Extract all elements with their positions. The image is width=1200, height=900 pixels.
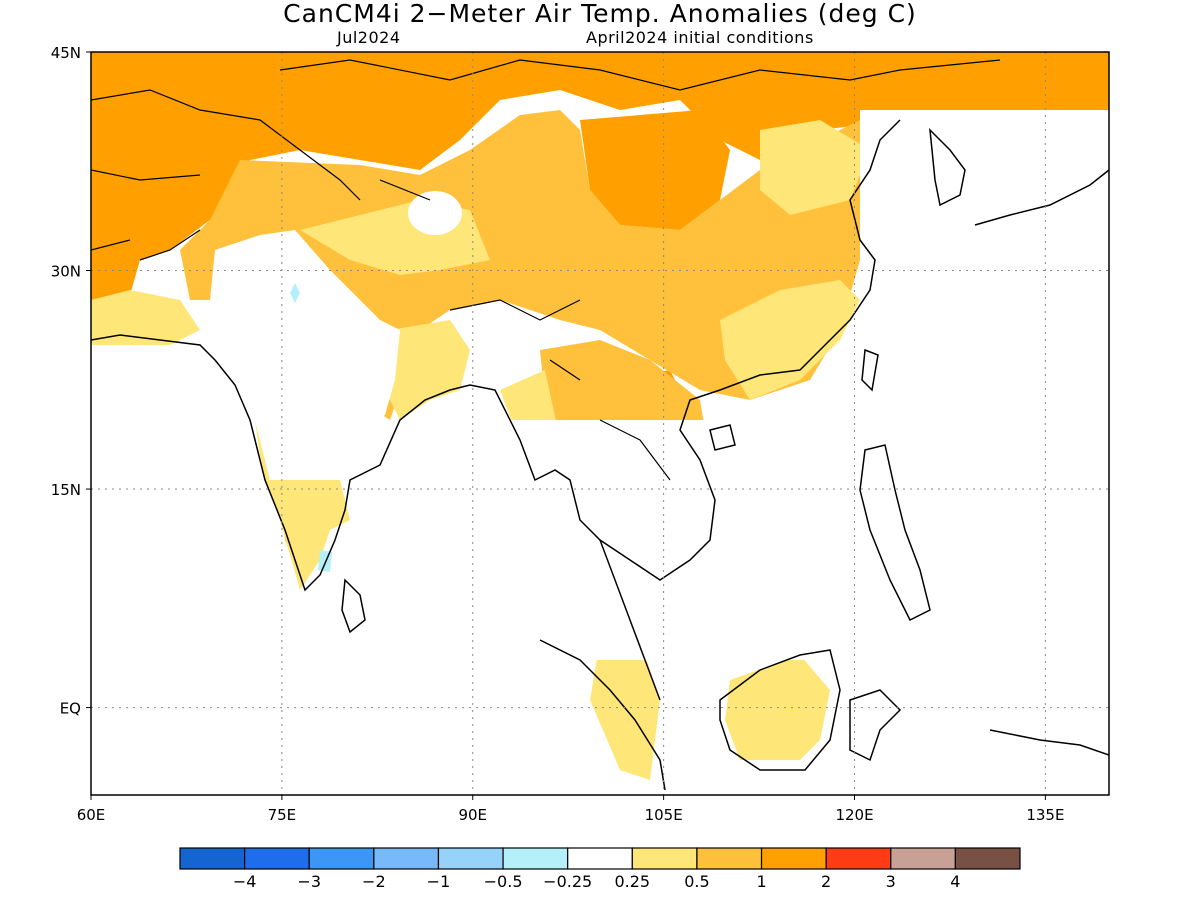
anomaly-region-pakistan-edge [91,290,200,345]
colorbar-bin [437,847,504,870]
colorbar-label: 0.5 [684,872,709,891]
colorbar-bin [825,847,892,870]
coastline-sulawesi [849,689,902,762]
map-title: CanCM4i 2−Meter Air Temp. Anomalies (deg… [283,0,917,28]
coastline-malaya [599,539,661,701]
forecast-month-label: Jul2024 [337,28,401,47]
colorbar-label: −0.25 [543,872,592,891]
map-frame [90,51,1110,796]
anomaly-region-india-coast [255,420,350,590]
y-tick-label: EQ [60,700,81,718]
colorbar-label: 1 [756,872,766,891]
coastline-hainan [709,424,736,451]
colorbar-label: 4 [950,872,960,891]
anomaly-region-north-china [760,120,870,215]
colorbar-label: −4 [233,872,257,891]
neutral-region-east-coast [860,110,1109,795]
coastline-new-guinea [989,729,1109,756]
colorbar-bin [631,847,698,870]
anomaly-region-bengal [385,320,470,420]
coastline-korea [929,127,966,207]
colorbar-bin [954,847,1021,870]
x-tick-label: 90E [458,806,487,824]
colorbar-label: −3 [297,872,321,891]
coastline-japan [974,169,1109,226]
colorbar-bin [567,847,633,870]
x-tick-label: 105E [645,806,683,824]
colorbar [179,847,1021,870]
coastline-sri-lanka [341,578,366,634]
colorbar-bin [244,847,310,870]
y-tick-label: 30N [51,263,81,281]
coastline-india [91,334,721,592]
y-tick-label: 45N [51,44,81,62]
coastline-borneo [719,649,841,771]
anomaly-region-mongolia [580,110,730,230]
neutral-region-india [210,230,400,480]
coastline-taiwan [861,348,879,392]
x-axis-ticks: 60E 75E 90E 105E 120E 135E [77,795,1064,824]
initial-conditions-label: April2024 initial conditions [586,28,814,47]
coastlines [91,59,1109,791]
anomaly-region-sumatra [590,640,660,780]
coastline-philippines [859,444,931,622]
x-tick-label: 135E [1026,806,1064,824]
colorbar-label: −0.5 [484,872,523,891]
colorbar-label: −2 [362,872,386,891]
x-tick-label: 75E [268,806,297,824]
colorbar-label: 0.25 [614,872,650,891]
colorbar-bin [760,847,827,870]
negative-region-india-west [290,283,300,303]
anomaly-region-east-china [720,280,860,400]
colorbar-labels: −4 −3 −2 −1 −0.5 −0.25 0.25 0.5 1 2 3 4 [233,872,961,891]
neutral-region-tibet [408,191,462,235]
y-axis-ticks: 45N 30N 15N EQ [51,44,91,718]
colorbar-bin [696,847,763,870]
colorbar-bin [890,847,956,870]
border-lines [91,59,1001,481]
coastline-sumatra [539,639,666,791]
colorbar-bin [502,847,569,870]
colorbar-bin [179,847,246,870]
colorbar-bin [308,847,375,870]
colorbar-label: −1 [427,872,451,891]
x-tick-label: 60E [77,806,106,824]
colorbar-label: 2 [821,872,831,891]
y-tick-label: 15N [51,481,81,499]
colorbar-bin [373,847,440,870]
coastline-china [719,119,901,391]
colorbar-label: 3 [886,872,896,891]
gridlines [91,52,1109,795]
x-tick-label: 120E [835,806,873,824]
neutral-region-ocean [390,420,860,660]
